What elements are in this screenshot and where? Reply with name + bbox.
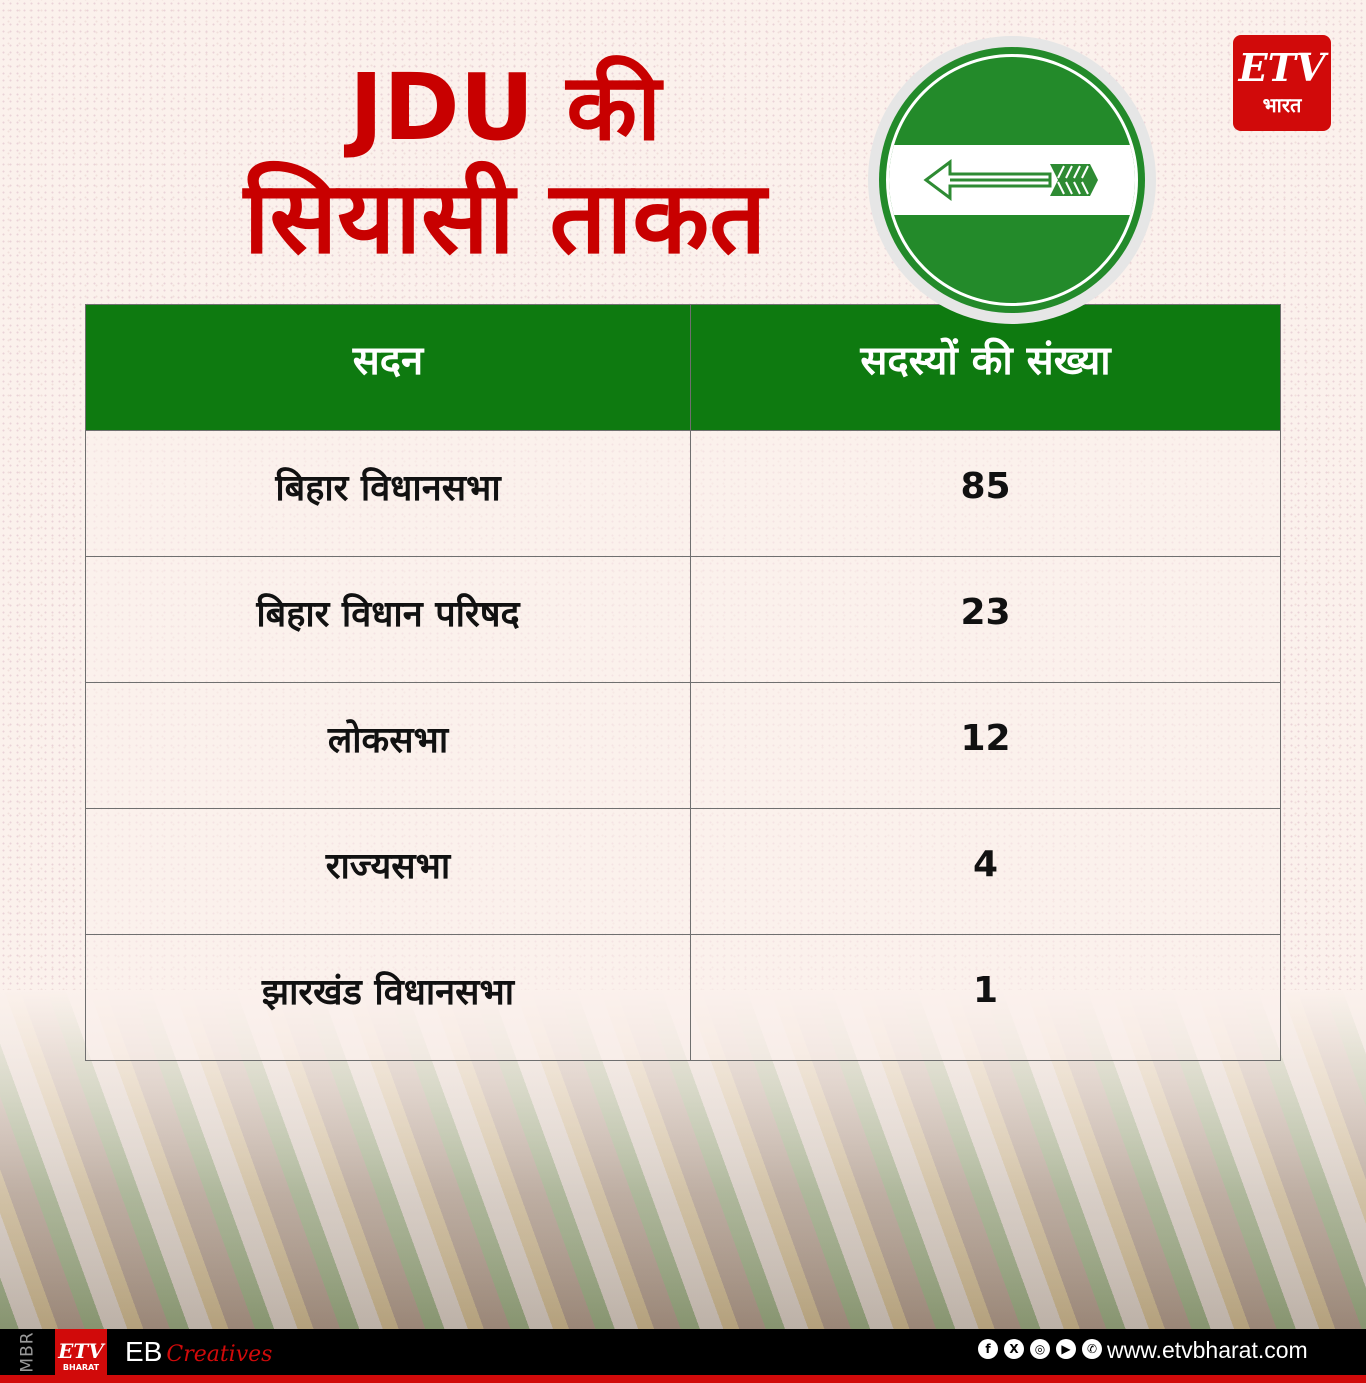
table-row: लोकसभा 12 bbox=[85, 682, 1281, 809]
arrow-icon bbox=[923, 159, 1098, 201]
eb-creatives-label: EB Creatives bbox=[125, 1336, 273, 1367]
table-row: बिहार विधानसभा 85 bbox=[85, 430, 1281, 557]
footer-bar: MBR ETV BHARAT EB Creatives f X ◎ ▶ ✆ www… bbox=[0, 1329, 1366, 1383]
cell-house: बिहार विधान परिषद bbox=[85, 556, 691, 683]
title-line-1: JDU की bbox=[349, 54, 661, 161]
footer-logo-mark: ETV bbox=[58, 1338, 104, 1363]
footer-etv-bharat-logo[interactable]: ETV BHARAT bbox=[55, 1329, 107, 1383]
cell-house: झारखंड विधानसभा bbox=[85, 934, 691, 1061]
jdu-party-emblem bbox=[868, 36, 1156, 324]
cell-members: 23 bbox=[690, 556, 1281, 683]
cell-members: 85 bbox=[690, 430, 1281, 557]
website-link[interactable]: www.etvbharat.com bbox=[1107, 1337, 1308, 1363]
table-row: बिहार विधान परिषद 23 bbox=[85, 556, 1281, 683]
social-links: f X ◎ ▶ ✆ bbox=[978, 1339, 1102, 1359]
etv-logo-subtitle: भारत bbox=[1262, 92, 1302, 117]
whatsapp-icon[interactable]: ✆ bbox=[1082, 1339, 1102, 1359]
cell-members: 4 bbox=[690, 808, 1281, 935]
instagram-icon[interactable]: ◎ bbox=[1030, 1339, 1050, 1359]
cell-house: लोकसभा bbox=[85, 682, 691, 809]
footer-red-stripe bbox=[0, 1375, 1366, 1383]
column-header-members: सदस्यों की संख्या bbox=[690, 304, 1281, 431]
youtube-icon[interactable]: ▶ bbox=[1056, 1339, 1076, 1359]
column-header-house: सदन bbox=[85, 304, 691, 431]
facebook-icon[interactable]: f bbox=[978, 1339, 998, 1359]
x-icon[interactable]: X bbox=[1004, 1339, 1024, 1359]
table-header-row: सदन सदस्यों की संख्या bbox=[85, 304, 1281, 431]
jdu-strength-table: सदन सदस्यों की संख्या बिहार विधानसभा 85 … bbox=[85, 304, 1281, 1061]
etv-logo-mark: ETV bbox=[1238, 44, 1326, 90]
cell-house: राज्यसभा bbox=[85, 808, 691, 935]
footer-tag: MBR bbox=[17, 1331, 38, 1373]
etv-bharat-logo[interactable]: ETV भारत bbox=[1233, 35, 1331, 131]
cell-house: बिहार विधानसभा bbox=[85, 430, 691, 557]
cell-members: 12 bbox=[690, 682, 1281, 809]
footer-logo-subtitle: BHARAT bbox=[62, 1362, 100, 1372]
page-title: JDU की सियासी ताकत bbox=[180, 62, 830, 268]
table-row: झारखंड विधानसभा 1 bbox=[85, 934, 1281, 1061]
table-row: राज्यसभा 4 bbox=[85, 808, 1281, 935]
title-line-2: सियासी ताकत bbox=[243, 159, 767, 276]
cell-members: 1 bbox=[690, 934, 1281, 1061]
